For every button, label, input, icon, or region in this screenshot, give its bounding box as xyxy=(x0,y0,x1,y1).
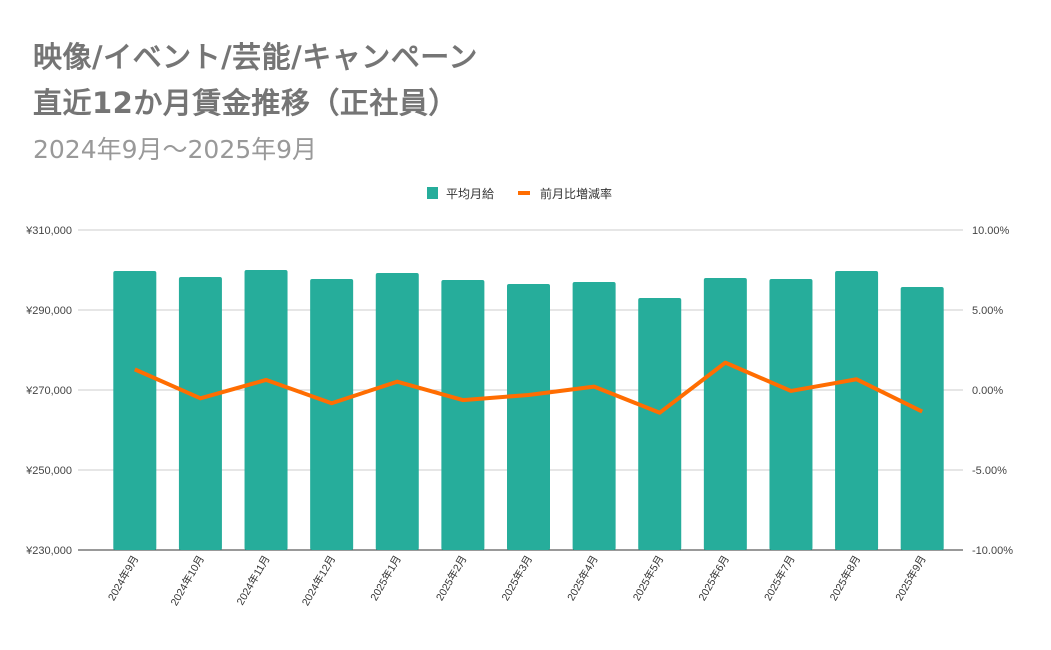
x-axis-tick-label: 2025年9月 xyxy=(892,553,928,603)
left-axis-tick-label: ¥290,000 xyxy=(25,305,72,317)
x-axis-tick-label: 2025年5月 xyxy=(630,553,666,603)
x-axis-tick-label: 2025年2月 xyxy=(433,553,469,603)
legend-swatch-line xyxy=(518,191,530,195)
bar xyxy=(572,282,616,550)
x-axis-tick-label: 2025年1月 xyxy=(368,553,404,603)
x-axis-tick-label: 2025年6月 xyxy=(696,553,732,603)
right-axis-tick-label: -10.00% xyxy=(972,545,1013,557)
bar xyxy=(375,273,419,550)
bar xyxy=(703,278,747,550)
right-axis-tick-label: 5.00% xyxy=(972,305,1003,317)
legend-swatch-bar xyxy=(427,187,438,199)
chart-title-line1: 映像/イベント/芸能/キャンペーン xyxy=(33,40,478,74)
bar xyxy=(769,279,813,550)
right-axis-tick-label: -5.00% xyxy=(972,465,1007,477)
legend-label: 前月比増減率 xyxy=(540,186,612,201)
legend-label: 平均月給 xyxy=(446,187,494,201)
x-axis-tick-label: 2024年10月 xyxy=(168,553,207,608)
bar xyxy=(178,277,222,550)
x-axis-tick-label: 2024年12月 xyxy=(299,553,338,608)
right-axis-tick-label: 0.00% xyxy=(972,385,1003,397)
x-axis-tick-label: 2025年3月 xyxy=(499,553,535,603)
bar xyxy=(638,298,682,550)
x-axis-tick-label: 2025年4月 xyxy=(564,553,600,603)
bar xyxy=(113,271,157,550)
bar xyxy=(835,271,879,550)
bar xyxy=(244,270,288,550)
x-axis-tick-label: 2024年11月 xyxy=(234,553,273,607)
left-axis-tick-label: ¥270,000 xyxy=(25,385,72,397)
bar xyxy=(507,284,550,550)
bar xyxy=(310,279,354,550)
chart-subtitle: 2024年9月～2025年9月 xyxy=(33,135,318,164)
x-axis-tick-label: 2025年8月 xyxy=(827,553,863,603)
bar xyxy=(900,287,944,550)
x-axis-tick-label: 2025年7月 xyxy=(761,553,797,603)
chart-title-line2: 直近12か月賃金推移（正社員） xyxy=(33,86,458,120)
bar xyxy=(441,280,485,550)
x-axis-tick-label: 2024年9月 xyxy=(105,553,141,603)
left-axis-tick-label: ¥310,000 xyxy=(25,225,72,237)
right-axis-tick-label: 10.00% xyxy=(972,225,1010,237)
left-axis-tick-label: ¥250,000 xyxy=(25,465,72,477)
left-axis-tick-label: ¥230,000 xyxy=(25,545,72,557)
